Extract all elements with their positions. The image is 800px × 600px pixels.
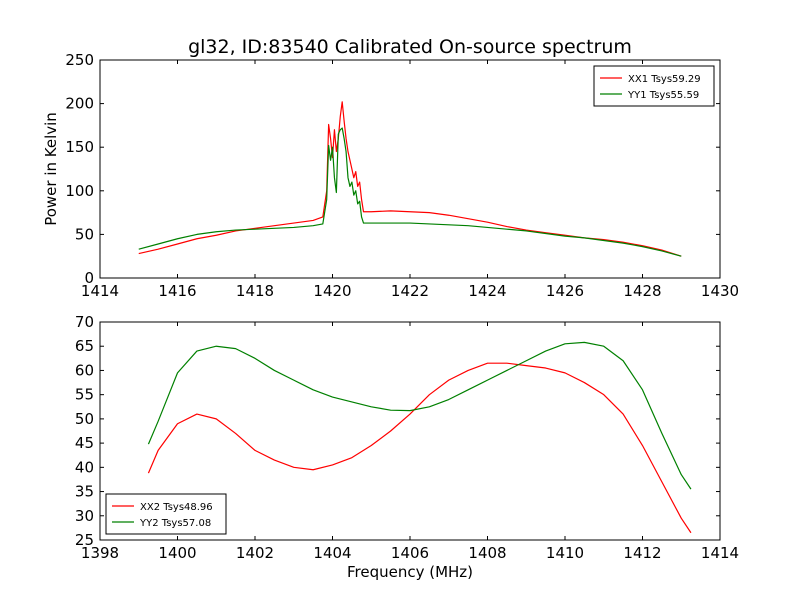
legend-label: YY1 Tsys55.59	[627, 90, 699, 101]
y-tick-label: 200	[65, 95, 94, 113]
legend-label: XX2 Tsys48.96	[140, 502, 213, 513]
x-tick-label: 1420	[313, 282, 351, 300]
y-tick-label: 0	[84, 269, 94, 287]
y-tick-label: 100	[65, 182, 94, 200]
series-line-2	[138, 127, 682, 257]
x-tick-label: 1400	[158, 544, 196, 562]
y-tick-label: 150	[65, 138, 94, 156]
x-tick-label: 1398	[81, 544, 119, 562]
x-tick-label: 1418	[236, 282, 274, 300]
legend-box	[593, 65, 715, 107]
y-axis-label: Power in Kelvin	[42, 112, 60, 226]
x-tick-label: 1428	[623, 282, 661, 300]
x-tick-label: 1406	[391, 544, 429, 562]
x-tick-label: 1414	[81, 282, 119, 300]
bottom-panel: 1398 1400 1402 1404 1406 1408 1410 1412 1414 25 30…	[75, 313, 739, 581]
x-tick-label: 1416	[158, 282, 196, 300]
x-tick-label: 1408	[468, 544, 506, 562]
x-tick-label: 1430	[701, 282, 739, 300]
x-tick-label: 1402	[236, 544, 274, 562]
y-tick-label: 45	[75, 434, 94, 452]
legend-label: YY2 Tsys57.08	[139, 518, 211, 529]
x-tick-label: 1422	[391, 282, 429, 300]
y-tick-label: 50	[75, 410, 94, 428]
series-line-1	[147, 362, 692, 534]
y-tick-label: 70	[75, 313, 94, 331]
chart-title: gl32, ID:83540 Calibrated On-source spec…	[188, 36, 632, 58]
x-tick-label: 1426	[546, 282, 584, 300]
legend-box	[105, 493, 227, 535]
x-tick-label: 1410	[546, 544, 584, 562]
legend-label: XX1 Tsys59.29	[628, 74, 701, 85]
y-tick-label: 40	[75, 458, 94, 476]
series-line-1	[138, 101, 682, 257]
top-panel: 1414 1416 1418 1420 1422 1424 1426 1428 1430 0 50 1…	[42, 51, 739, 300]
y-tick-label: 30	[75, 507, 94, 525]
y-tick-label: 25	[75, 531, 94, 549]
x-tick-label: 1424	[468, 282, 506, 300]
y-tick-label: 60	[75, 361, 94, 379]
y-tick-label: 65	[75, 337, 94, 355]
x-tick-label: 1404	[313, 544, 351, 562]
legend: XX1 Tsys59.29 YY1 Tsys55.59	[593, 65, 715, 107]
x-tick-label: 1414	[701, 544, 739, 562]
y-tick-label: 55	[75, 386, 94, 404]
x-axis-label: Frequency (MHz)	[347, 563, 473, 581]
y-tick-label: 250	[65, 51, 94, 69]
y-tick-label: 50	[75, 225, 94, 243]
y-tick-label: 35	[75, 483, 94, 501]
legend: XX2 Tsys48.96 YY2 Tsys57.08	[105, 493, 227, 535]
series-line-2	[147, 341, 692, 490]
x-tick-label: 1412	[623, 544, 661, 562]
